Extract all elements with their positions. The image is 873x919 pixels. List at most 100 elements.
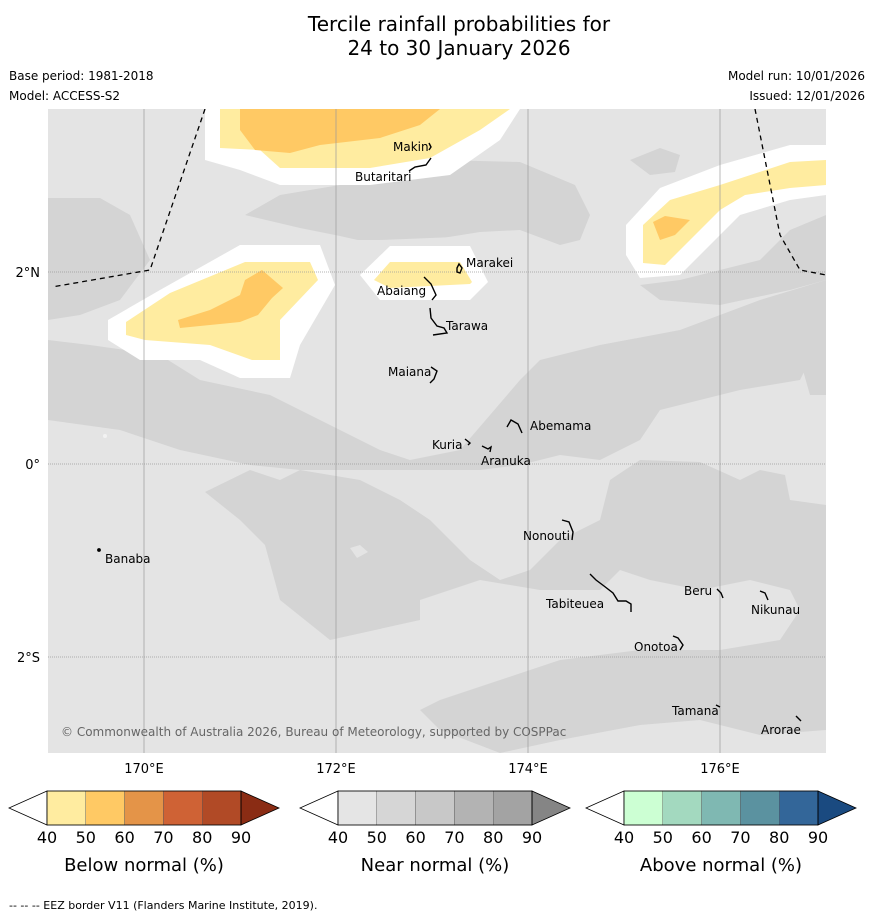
label-arorae: Arorae xyxy=(761,723,801,737)
label-maiana: Maiana xyxy=(388,365,431,379)
eez-border-west xyxy=(51,109,206,288)
near-normal-colorbar-max-arrow xyxy=(531,790,571,826)
above-normal-colorbar-min-arrow xyxy=(585,790,625,826)
island-abaiang-shape xyxy=(423,276,437,301)
near-normal-region-east xyxy=(640,215,826,305)
island-beru-shape xyxy=(716,588,724,599)
below-normal-colorbar-tick: 60 xyxy=(114,828,134,847)
above-normal-colorbar-segment xyxy=(740,790,780,826)
lon-label-170: 170°E xyxy=(124,762,164,777)
below-normal-colorbar-segment xyxy=(201,790,242,826)
above-normal-colorbar-tick: 90 xyxy=(808,828,828,847)
below-normal-core-west xyxy=(178,270,283,328)
label-onotoa: Onotoa xyxy=(634,640,678,654)
island-nikunau-shape xyxy=(759,590,769,601)
island-banaba-shape xyxy=(97,548,101,552)
near-normal-colorbar-tick: 90 xyxy=(522,828,542,847)
base-period: Base period: 1981-2018 xyxy=(9,69,154,83)
island-onotoa-shape xyxy=(672,635,684,651)
near-normal-colorbar-min-arrow xyxy=(299,790,339,826)
below-normal-colorbar-tick: 70 xyxy=(153,828,173,847)
label-abemama: Abemama xyxy=(530,419,591,433)
near-normal-colorbar-segment xyxy=(376,790,416,826)
lon-label-172: 172°E xyxy=(316,762,356,777)
below-normal-colorbar-segment xyxy=(85,790,125,826)
label-makin: Makin xyxy=(393,140,429,154)
eez-footnote: -- -- -- EEZ border V11 (Flanders Marine… xyxy=(9,899,318,912)
near-normal-colorbar-segment xyxy=(337,790,377,826)
above-normal-colorbar: 40 50 60 70 80 90 Above normal (%) xyxy=(585,790,857,876)
below-normal-patch-center xyxy=(374,262,472,288)
above-normal-colorbar-segment xyxy=(779,790,819,826)
below-normal-colorbar-label: Below normal (%) xyxy=(64,855,224,876)
below-normal-colorbar-min-arrow xyxy=(8,790,48,826)
island-labels: Makin Butaritari Marakei Abaiang Tarawa … xyxy=(105,140,801,737)
above-normal-colorbar-tick: 60 xyxy=(691,828,711,847)
above-normal-colorbar-segment xyxy=(701,790,741,826)
near-normal-colorbar-segment xyxy=(493,790,533,826)
above-normal-colorbar-tick: 70 xyxy=(730,828,750,847)
near-normal-colorbar-label: Near normal (%) xyxy=(361,855,510,876)
above-normal-colorbar-frame xyxy=(623,790,819,826)
island-marakei-shape xyxy=(456,262,463,274)
island-arorae-shape xyxy=(795,715,802,722)
near-normal-region-south xyxy=(48,340,826,753)
island-maiana-shape xyxy=(429,366,438,384)
island-tabiteuea-shape xyxy=(589,573,632,612)
below-normal-colorbar-segment xyxy=(124,790,164,826)
below-normal-core-east xyxy=(653,216,690,240)
title-line-2: 24 to 30 January 2026 xyxy=(347,36,571,60)
above-normal-colorbar-segment xyxy=(623,790,663,826)
label-butaritari: Butaritari xyxy=(355,170,412,184)
lat-label-2s: 2°S xyxy=(17,651,40,666)
below-normal-colorbar-segment xyxy=(163,790,203,826)
label-nikunau: Nikunau xyxy=(751,603,800,617)
below-normal-colorbar-tick: 90 xyxy=(231,828,251,847)
map-title: Tercile rainfall probabilities for 24 to… xyxy=(0,12,873,60)
below-normal-colorbar-frame xyxy=(46,790,242,826)
below-normal-patch-east xyxy=(643,160,826,265)
island-nonouti-shape xyxy=(561,519,574,541)
copyright-notice: © Commonwealth of Australia 2026, Bureau… xyxy=(61,725,566,739)
near-normal-colorbar-tick: 50 xyxy=(367,828,387,847)
label-banaba: Banaba xyxy=(105,552,151,566)
island-aranuka-shape xyxy=(481,445,493,453)
lon-label-174: 174°E xyxy=(508,762,548,777)
eez-border xyxy=(51,109,826,288)
near-normal-colorbar: 40 50 60 70 80 90 Near normal (%) xyxy=(299,790,571,876)
lon-axis-labels: 170°E 172°E 174°E 176°E xyxy=(124,762,740,777)
eez-border-east xyxy=(754,109,826,276)
below-normal-colorbar-segment xyxy=(46,790,86,826)
below-normal-colorbar-max-arrow xyxy=(240,790,280,826)
near-normal-colorbar-tick: 40 xyxy=(328,828,348,847)
lat-label-0: 0° xyxy=(25,458,40,473)
above-normal-colorbar-tick: 80 xyxy=(769,828,789,847)
island-outlines xyxy=(97,142,802,722)
near-normal-colorbar-tick: 80 xyxy=(483,828,503,847)
island-kuria-shape xyxy=(464,438,472,446)
label-aranuka: Aranuka xyxy=(481,454,531,468)
near-normal-colorbar-frame xyxy=(337,790,533,826)
near-normal-blob-ne xyxy=(630,148,680,175)
light-patch-small xyxy=(350,545,368,558)
near-normal-colorbar-segment xyxy=(415,790,455,826)
label-tabiteuea: Tabiteuea xyxy=(545,597,604,611)
near-normal-region-west xyxy=(48,198,150,320)
island-tarawa-shape xyxy=(429,307,449,336)
map-plot-area xyxy=(48,109,826,753)
below-normal-colorbar: 40 50 60 70 80 90 Below normal (%) xyxy=(8,790,280,876)
meta-left: Base period: 1981-2018 Model: ACCESS-S2 xyxy=(9,66,154,106)
label-marakei: Marakei xyxy=(466,256,513,270)
near-normal-region-north xyxy=(245,160,590,245)
island-makin-shape xyxy=(428,142,432,151)
island-tamana-shape xyxy=(715,704,721,708)
colorbar-legends: 40 50 60 70 80 90 Below normal (%) 40 50 60 70 80 90… xyxy=(8,790,857,876)
near-normal-colorbar-segment xyxy=(454,790,494,826)
label-tamana: Tamana xyxy=(671,704,719,718)
lat-axis-labels: 2°N 0° 2°S xyxy=(16,266,41,666)
island-butaritari-shape xyxy=(408,157,432,172)
label-abaiang: Abaiang xyxy=(377,284,426,298)
above-normal-colorbar-tick: 40 xyxy=(614,828,634,847)
near-normal-region-west-mid xyxy=(48,280,826,470)
label-beru: Beru xyxy=(684,584,712,598)
